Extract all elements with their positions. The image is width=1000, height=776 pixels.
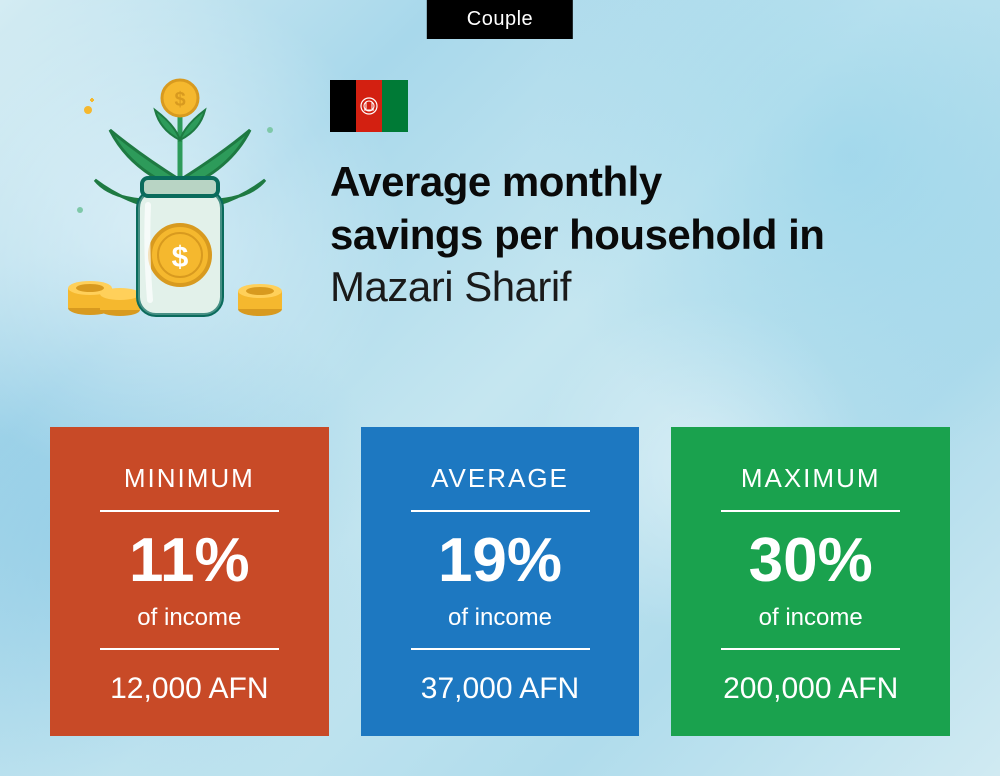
card-divider xyxy=(100,510,279,512)
card-label: MAXIMUM xyxy=(741,463,881,494)
card-amount: 200,000 AFN xyxy=(723,672,898,706)
afghanistan-flag-icon xyxy=(330,80,408,132)
card-percent: 11% xyxy=(129,530,250,592)
card-label: MINIMUM xyxy=(124,463,255,494)
card-amount: 37,000 AFN xyxy=(421,672,579,706)
category-tab: Couple xyxy=(427,0,573,39)
card-divider xyxy=(721,648,900,650)
stat-card-maximum: MAXIMUM 30% of income 200,000 AFN xyxy=(671,427,950,736)
stat-cards-row: MINIMUM 11% of income 12,000 AFN AVERAGE… xyxy=(50,427,950,736)
title-line-2: savings per household in xyxy=(330,211,824,258)
stat-card-average: AVERAGE 19% of income 37,000 AFN xyxy=(361,427,640,736)
svg-text:$: $ xyxy=(174,89,185,111)
title-city: Mazari Sharif xyxy=(330,263,571,310)
card-percent: 30% xyxy=(749,530,873,592)
savings-jar-illustration: $ $ xyxy=(60,70,300,330)
card-subtext: of income xyxy=(137,604,241,632)
stat-card-minimum: MINIMUM 11% of income 12,000 AFN xyxy=(50,427,329,736)
card-percent: 19% xyxy=(438,530,562,592)
card-divider xyxy=(721,510,900,512)
card-amount: 12,000 AFN xyxy=(110,672,268,706)
svg-text:$: $ xyxy=(172,241,189,274)
card-subtext: of income xyxy=(448,604,552,632)
title-line-1: Average monthly xyxy=(330,158,662,205)
card-divider xyxy=(411,648,590,650)
card-divider xyxy=(100,648,279,650)
card-subtext: of income xyxy=(759,604,863,632)
card-divider xyxy=(411,510,590,512)
hero-section: $ $ Average monthly savings per househol xyxy=(60,70,940,330)
card-label: AVERAGE xyxy=(431,463,569,494)
page-title: Average monthly savings per household in… xyxy=(330,156,940,314)
title-block: Average monthly savings per household in… xyxy=(330,70,940,314)
